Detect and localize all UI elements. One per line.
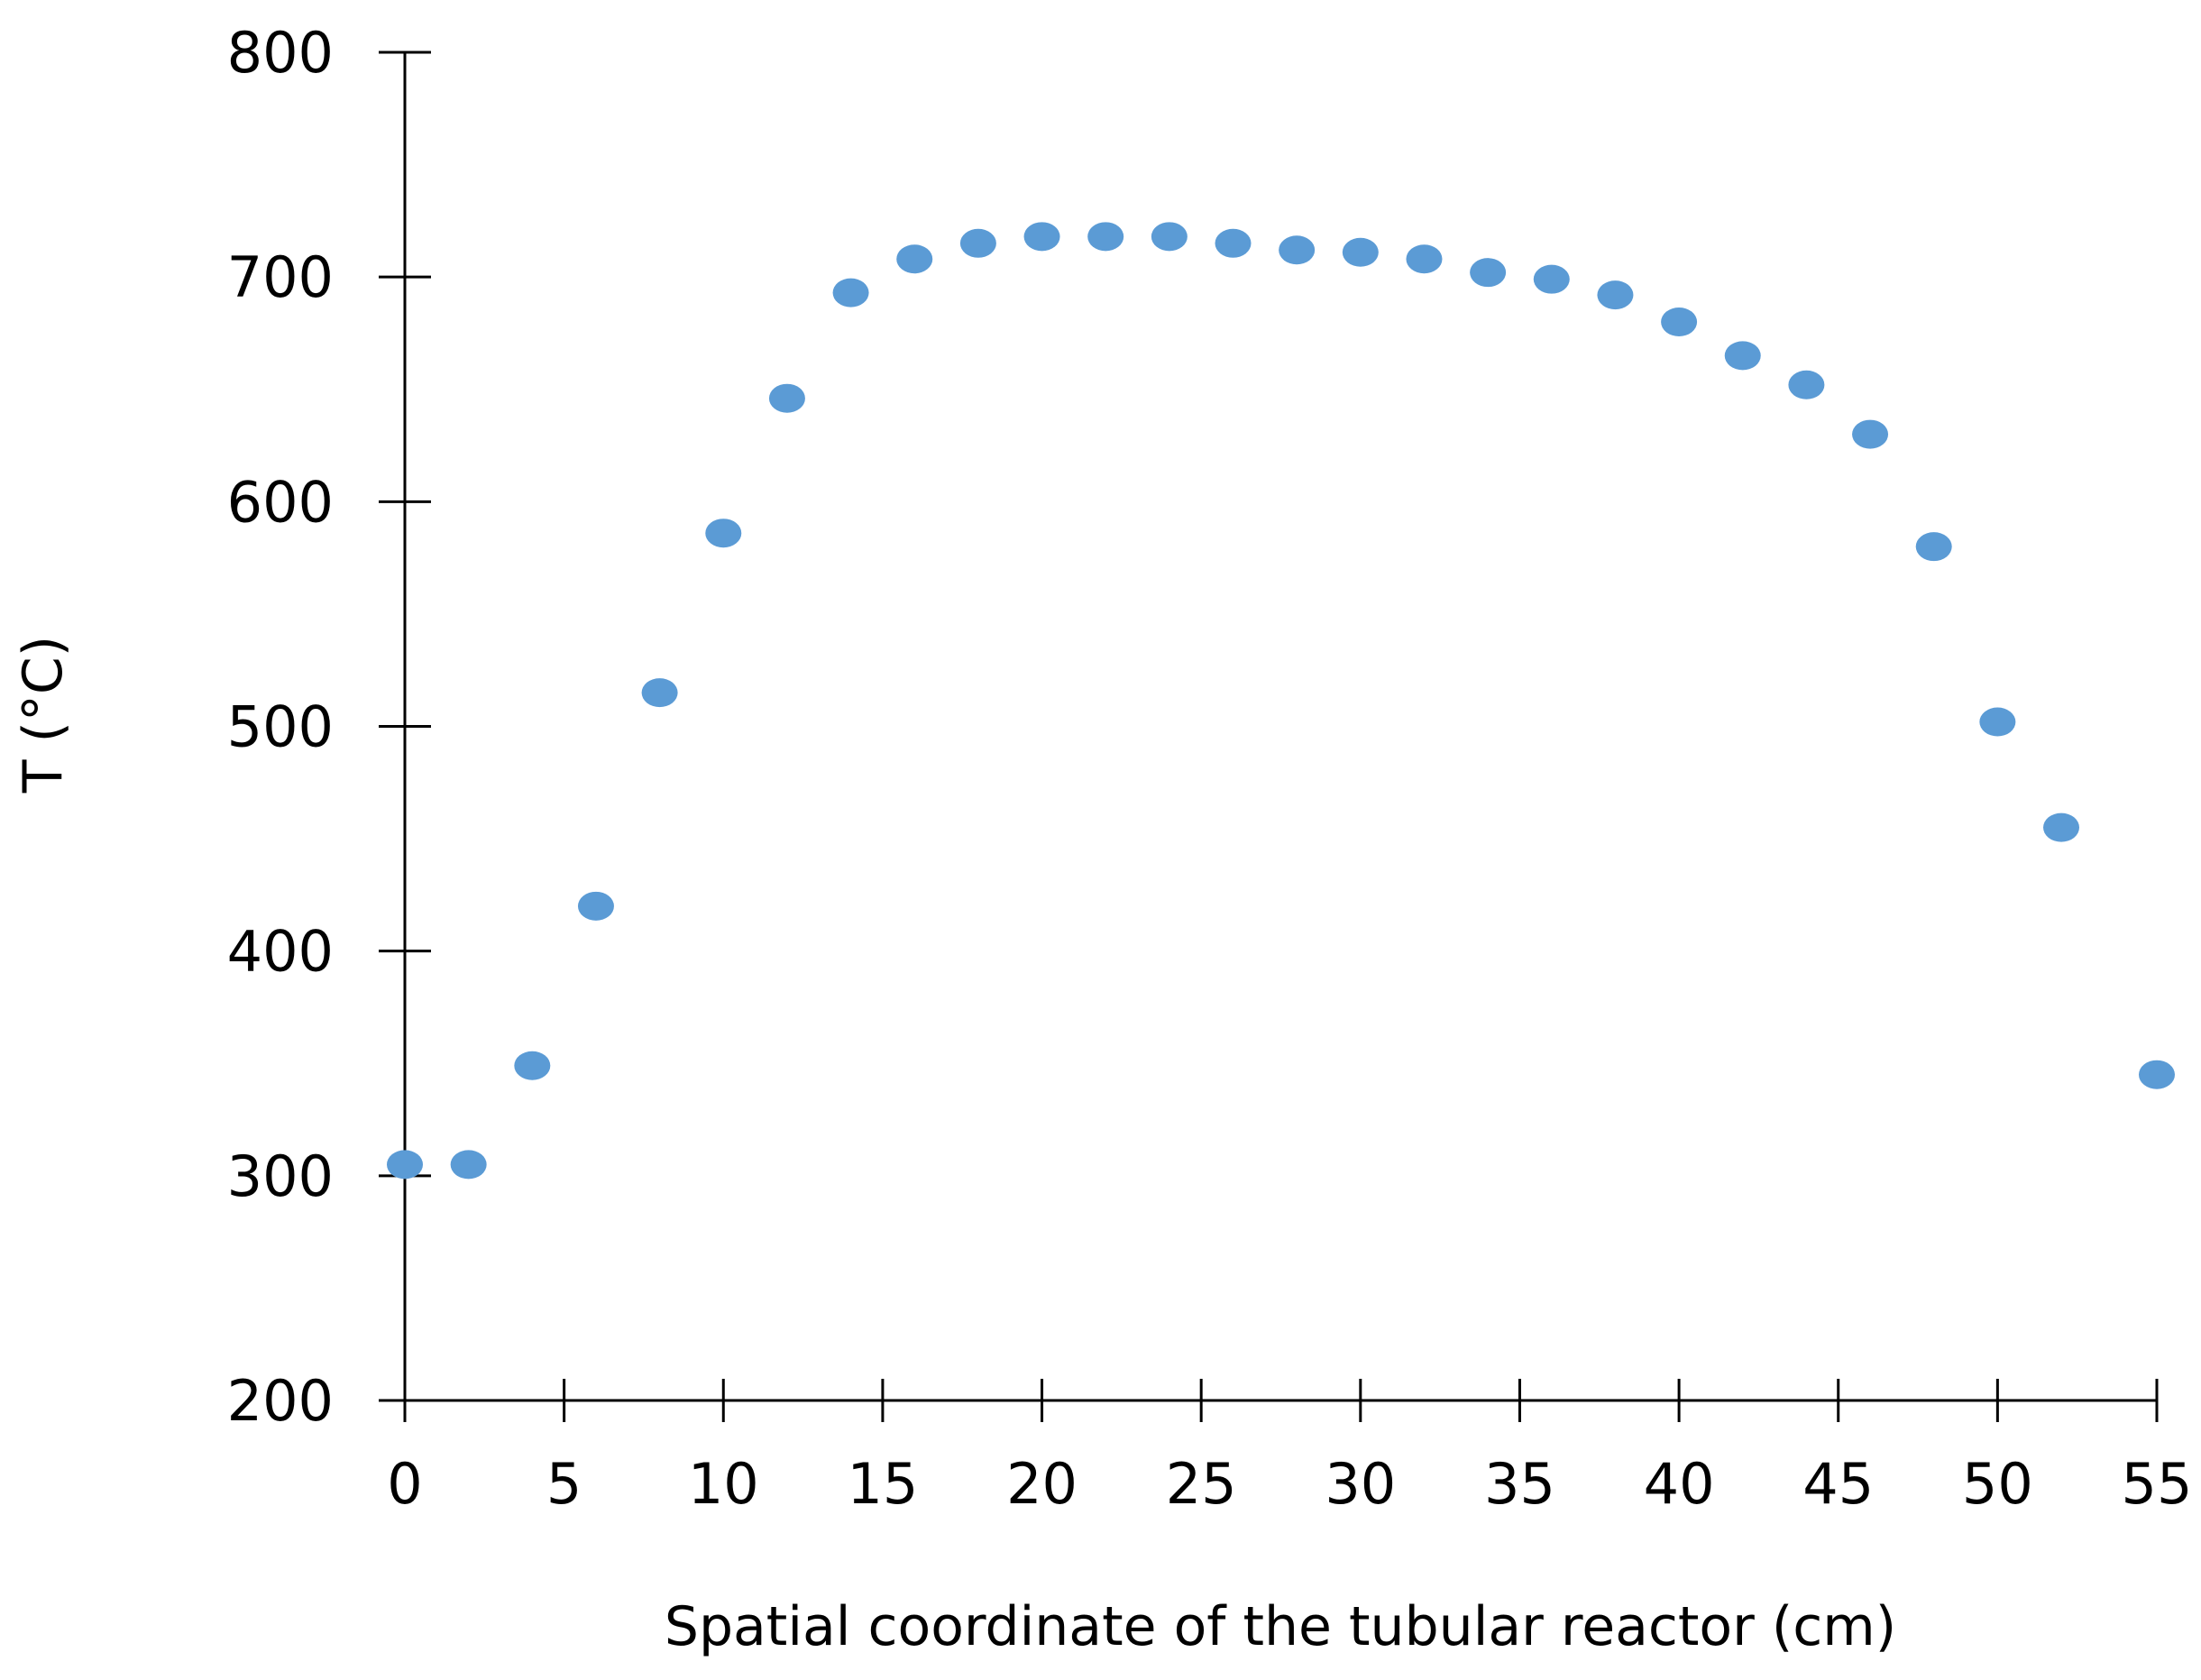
x-tick-label: 25 — [1166, 1451, 1237, 1517]
data-point — [896, 244, 933, 274]
data-point — [1597, 280, 1634, 310]
axes — [379, 52, 2157, 1402]
x-tick-label: 5 — [546, 1451, 582, 1517]
y-tick-label: 800 — [227, 20, 334, 86]
data-point — [705, 519, 742, 548]
y-axis-ticks: 200 300 400 500 600 700 800 — [227, 20, 431, 1434]
x-tick-label: 10 — [688, 1451, 759, 1517]
data-point — [832, 278, 869, 308]
data-point — [1724, 341, 1761, 371]
data-point — [1406, 244, 1443, 274]
data-points — [387, 222, 2175, 1180]
x-tick-label: 30 — [1325, 1451, 1396, 1517]
x-tick-label: 40 — [1644, 1451, 1715, 1517]
y-tick-label: 600 — [227, 469, 334, 535]
data-point — [2043, 812, 2080, 842]
data-point — [1470, 258, 1507, 288]
data-point — [1087, 222, 1124, 252]
data-point — [1979, 707, 2016, 737]
data-point — [1023, 222, 1060, 252]
data-point — [387, 1150, 423, 1180]
x-axis-ticks: 0 5 10 15 20 25 30 35 40 45 50 55 — [387, 1379, 2192, 1517]
data-point — [1852, 419, 1889, 449]
data-point — [1661, 308, 1698, 336]
data-point — [1788, 370, 1825, 399]
y-tick-label: 200 — [227, 1368, 334, 1434]
data-point — [1915, 532, 1952, 562]
x-tick-label: 50 — [1962, 1451, 2033, 1517]
x-tick-label: 20 — [1006, 1451, 1078, 1517]
x-tick-label: 35 — [1484, 1451, 1555, 1517]
data-point — [1151, 222, 1188, 252]
x-axis-label: Spatial coordinate of the tubular reacto… — [665, 1595, 1896, 1658]
y-tick-label: 400 — [227, 919, 334, 985]
data-point — [2139, 1060, 2175, 1089]
y-tick-label: 500 — [227, 694, 334, 760]
data-point — [514, 1051, 551, 1080]
y-tick-label: 700 — [227, 244, 334, 310]
data-point — [1342, 237, 1379, 267]
data-point — [959, 228, 996, 258]
data-point — [577, 891, 614, 921]
y-tick-label: 300 — [227, 1143, 334, 1209]
x-tick-label: 15 — [847, 1451, 918, 1517]
x-tick-label: 55 — [2122, 1451, 2193, 1517]
data-point — [450, 1150, 487, 1180]
data-point — [641, 678, 678, 708]
data-point — [1533, 264, 1570, 294]
data-point — [1215, 228, 1252, 258]
data-point — [1279, 235, 1316, 265]
x-tick-label: 45 — [1802, 1451, 1874, 1517]
x-tick-label: 0 — [387, 1451, 422, 1517]
data-point — [768, 383, 805, 413]
y-axis-label: T (°C) — [12, 636, 75, 794]
